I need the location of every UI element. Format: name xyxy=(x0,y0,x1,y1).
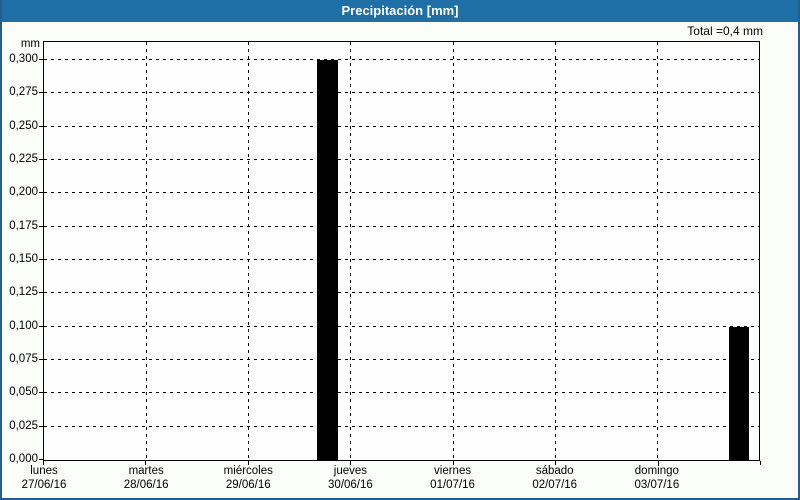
x-tick-mark xyxy=(657,461,659,465)
y-tick-label: 0,175 xyxy=(9,219,38,232)
x-date-label: 28/06/16 xyxy=(123,479,169,491)
y-tick-label: 0,050 xyxy=(9,386,38,399)
y-tick-mark xyxy=(39,59,43,60)
y-tick-mark xyxy=(39,459,43,460)
y-tick-label: 0,250 xyxy=(9,119,38,132)
x-day-label: martes xyxy=(128,465,164,477)
x-category-label: viernes 01/07/16 xyxy=(398,464,508,492)
total-annotation: Total =0,4 mm xyxy=(687,24,763,38)
y-tick-label: 0,075 xyxy=(9,353,38,365)
x-day-label: sábado xyxy=(535,465,574,477)
y-tick-label: 0,200 xyxy=(9,186,38,199)
x-tick-mark xyxy=(760,461,761,465)
y-tick-mark xyxy=(39,325,43,327)
x-day-label: miércoles xyxy=(223,465,273,477)
y-tick-label: 0,125 xyxy=(9,286,38,299)
x-day-label: viernes xyxy=(434,465,472,477)
y-gridline xyxy=(44,159,759,160)
x-gridline xyxy=(146,42,148,460)
y-tick-label: 0,025 xyxy=(9,419,38,432)
x-date-label: 27/06/16 xyxy=(21,479,67,491)
x-day-label: domingo xyxy=(634,465,679,477)
x-date-label: 29/06/16 xyxy=(225,479,271,491)
y-gridline xyxy=(44,359,759,360)
chart-title: Precipitación [mm] xyxy=(341,3,459,18)
x-tick-mark xyxy=(145,461,147,465)
x-tick-mark xyxy=(452,461,454,465)
x-category-label: martes 28/06/16 xyxy=(91,464,201,492)
y-gridline xyxy=(44,392,759,394)
x-gridline xyxy=(656,42,658,460)
y-gridline xyxy=(44,92,759,94)
chart-plot-area xyxy=(43,41,760,461)
x-tick-mark xyxy=(247,461,249,465)
x-date-label: 30/06/16 xyxy=(328,479,373,491)
y-tick-label: 0,100 xyxy=(9,319,38,332)
y-gridline xyxy=(44,325,759,327)
y-tick-mark xyxy=(39,259,43,260)
x-tick-mark xyxy=(43,461,44,465)
x-category-label: domingo 03/07/16 xyxy=(602,464,712,492)
y-tick-label: 0,150 xyxy=(9,253,38,265)
x-category-label: sábado 02/07/16 xyxy=(500,464,610,492)
y-tick-mark xyxy=(39,225,43,227)
y-tick-mark xyxy=(39,92,43,94)
x-category-label: lunes 27/06/16 xyxy=(2,464,99,492)
y-tick-mark xyxy=(39,359,43,360)
y-gridline xyxy=(44,225,759,227)
x-day-label: lunes xyxy=(30,465,58,477)
y-tick-mark xyxy=(39,425,43,427)
y-tick-label: 0,000 xyxy=(9,453,38,465)
x-tick-mark xyxy=(350,461,352,465)
x-gridline xyxy=(452,42,454,460)
x-date-label: 02/07/16 xyxy=(532,479,578,491)
y-tick-mark xyxy=(39,292,43,294)
x-category-label: miércoles 29/06/16 xyxy=(193,464,303,492)
x-gridline xyxy=(350,42,352,460)
y-gridline xyxy=(44,125,759,127)
x-date-label: 01/07/16 xyxy=(430,479,475,491)
y-tick-mark xyxy=(39,159,43,160)
y-gridline xyxy=(44,259,759,260)
precipitation-bar xyxy=(317,60,338,460)
y-tick-label: 0,275 xyxy=(9,86,38,99)
x-gridline xyxy=(248,42,250,460)
y-tick-mark xyxy=(39,125,43,127)
x-tick-mark xyxy=(555,461,557,465)
y-gridline xyxy=(44,59,759,60)
y-tick-mark xyxy=(39,192,43,194)
x-gridline xyxy=(554,42,556,460)
y-gridline xyxy=(44,192,759,194)
x-date-label: 03/07/16 xyxy=(634,479,680,491)
y-tick-label: 0,300 xyxy=(9,53,38,65)
x-category-label: jueves 30/06/16 xyxy=(295,464,405,492)
y-tick-mark xyxy=(39,392,43,394)
y-tick-label: 0,225 xyxy=(9,153,38,165)
x-day-label: jueves xyxy=(333,465,368,477)
y-axis-unit-label: mm xyxy=(20,38,40,50)
y-gridline xyxy=(44,292,759,294)
window-title-bar: Precipitación [mm] xyxy=(2,0,798,22)
precipitation-bar xyxy=(728,326,750,460)
y-gridline xyxy=(44,425,759,427)
